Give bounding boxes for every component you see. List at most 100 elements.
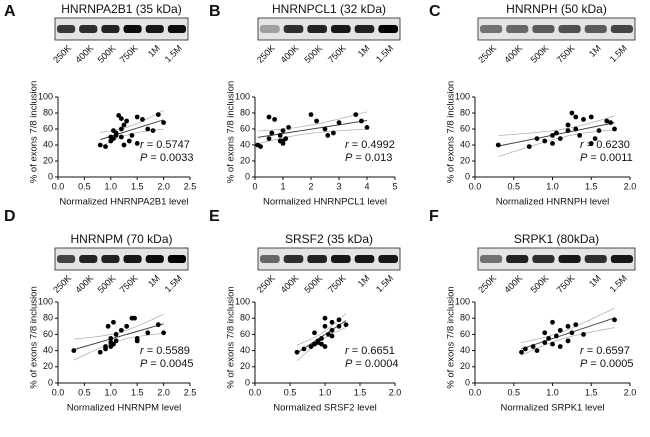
lane-label: 500K xyxy=(529,43,551,65)
lane-label: 1.5M xyxy=(163,43,184,64)
point xyxy=(550,319,555,325)
blot-title: SRPK1 (80kDa) xyxy=(514,232,599,246)
blot-band xyxy=(283,255,304,263)
stat-annotation: r = 0.5589 xyxy=(140,345,190,357)
point xyxy=(550,141,555,146)
point xyxy=(542,330,548,336)
x-tick-label: 2 xyxy=(308,181,313,191)
lane-label: 1.5M xyxy=(608,43,629,64)
y-tick-label: 0 xyxy=(465,377,470,387)
point xyxy=(565,128,571,134)
point xyxy=(557,327,563,333)
y-tick-label: 60 xyxy=(460,123,470,133)
y-tick-label: 100 xyxy=(38,296,53,306)
y-tick-label: 100 xyxy=(455,296,470,306)
point xyxy=(272,117,277,122)
ci-upper xyxy=(498,115,615,136)
x-tick-label: 1.0 xyxy=(105,181,118,191)
blot-band xyxy=(584,255,607,263)
point xyxy=(315,338,321,344)
stat-annotation: P = 0.0011 xyxy=(580,152,633,164)
blot-band xyxy=(354,255,375,263)
blot-title: HNRNPM (70 kDa) xyxy=(70,232,172,246)
point xyxy=(266,114,272,120)
ci-lower xyxy=(257,128,368,145)
point xyxy=(565,338,571,344)
x-tick-label: 0.0 xyxy=(469,181,482,191)
point xyxy=(277,133,283,138)
stat-annotation: P = 0.0045 xyxy=(140,358,194,370)
point xyxy=(581,117,586,122)
x-axis-title: Normalized HNRNPH level xyxy=(496,197,610,208)
stat-annotation: r = 0.6651 xyxy=(345,345,395,357)
stat-annotation: r = 0.4992 xyxy=(345,139,395,151)
point xyxy=(522,346,528,352)
point xyxy=(573,322,579,328)
stat-symbol: P xyxy=(140,358,148,370)
point xyxy=(322,126,328,132)
point xyxy=(145,126,151,132)
blot-title: HNRNPCL1 (32 kDa) xyxy=(272,2,386,16)
y-tick-label: 40 xyxy=(240,139,250,149)
blot xyxy=(477,17,636,41)
blot-band xyxy=(101,255,120,263)
stat-symbol: P xyxy=(580,358,588,370)
stat-value: = 0.5589 xyxy=(147,345,190,357)
blot-band xyxy=(283,25,304,33)
blot-band xyxy=(506,255,529,263)
panel: A HNRNPA2B1 (35 kDa)250K 400K 500K 750K 1M 1.5… xyxy=(4,2,196,207)
lane-label: 1M xyxy=(356,273,372,289)
y-tick-label: 20 xyxy=(460,361,470,371)
panel-letter: A xyxy=(4,3,16,20)
lane-label: 500K xyxy=(302,273,324,295)
point xyxy=(495,142,501,148)
stat-symbol: r xyxy=(580,345,585,357)
point xyxy=(161,120,167,125)
stat-annotation: r = 0.6230 xyxy=(580,139,630,151)
point xyxy=(530,344,536,349)
y-tick-label: 20 xyxy=(460,155,470,165)
y-tick-label: 0 xyxy=(48,171,53,181)
point xyxy=(308,112,314,117)
blot-band xyxy=(378,25,398,33)
y-tick-label: 60 xyxy=(43,329,53,339)
point xyxy=(331,130,336,136)
blot-band xyxy=(480,25,503,33)
x-tick-label: 0.5 xyxy=(507,181,520,191)
y-tick-label: 40 xyxy=(43,139,53,149)
lane-label: 400K xyxy=(73,273,95,295)
x-tick-label: 1.5 xyxy=(585,181,598,191)
y-tick-label: 0 xyxy=(48,377,53,387)
y-axis-title: % of exons 7/8 inclusion xyxy=(226,286,237,388)
point xyxy=(314,118,319,124)
stat-annotation: r = 0.5747 xyxy=(140,139,190,151)
blot-band xyxy=(79,255,98,263)
point xyxy=(329,333,335,339)
x-tick-label: 1.5 xyxy=(585,387,598,397)
blot-title: HNRNPH (50 kDa) xyxy=(506,2,607,16)
stat-symbol: r xyxy=(345,139,350,151)
y-tick-label: 20 xyxy=(43,155,53,165)
x-tick-label: 0.5 xyxy=(78,387,91,397)
y-tick-label: 100 xyxy=(235,91,250,101)
stat-symbol: r xyxy=(345,345,350,357)
point xyxy=(111,319,116,325)
point xyxy=(526,144,532,150)
point xyxy=(573,114,579,120)
point xyxy=(612,126,617,132)
lane-label: 1M xyxy=(587,43,603,59)
point xyxy=(121,122,127,128)
blot-band xyxy=(79,25,98,33)
lane-label: 1M xyxy=(146,273,162,289)
stat-annotation: r = 0.6597 xyxy=(580,345,630,357)
panel-letter: F xyxy=(429,208,439,225)
x-tick-label: 2.0 xyxy=(624,181,637,191)
point xyxy=(343,322,349,328)
point xyxy=(266,136,272,142)
point xyxy=(588,114,594,120)
blot-band xyxy=(57,255,76,263)
y-tick-label: 60 xyxy=(240,329,250,339)
point xyxy=(134,114,140,120)
stat-value: = 0.0045 xyxy=(150,358,193,370)
blot-band xyxy=(584,25,607,33)
